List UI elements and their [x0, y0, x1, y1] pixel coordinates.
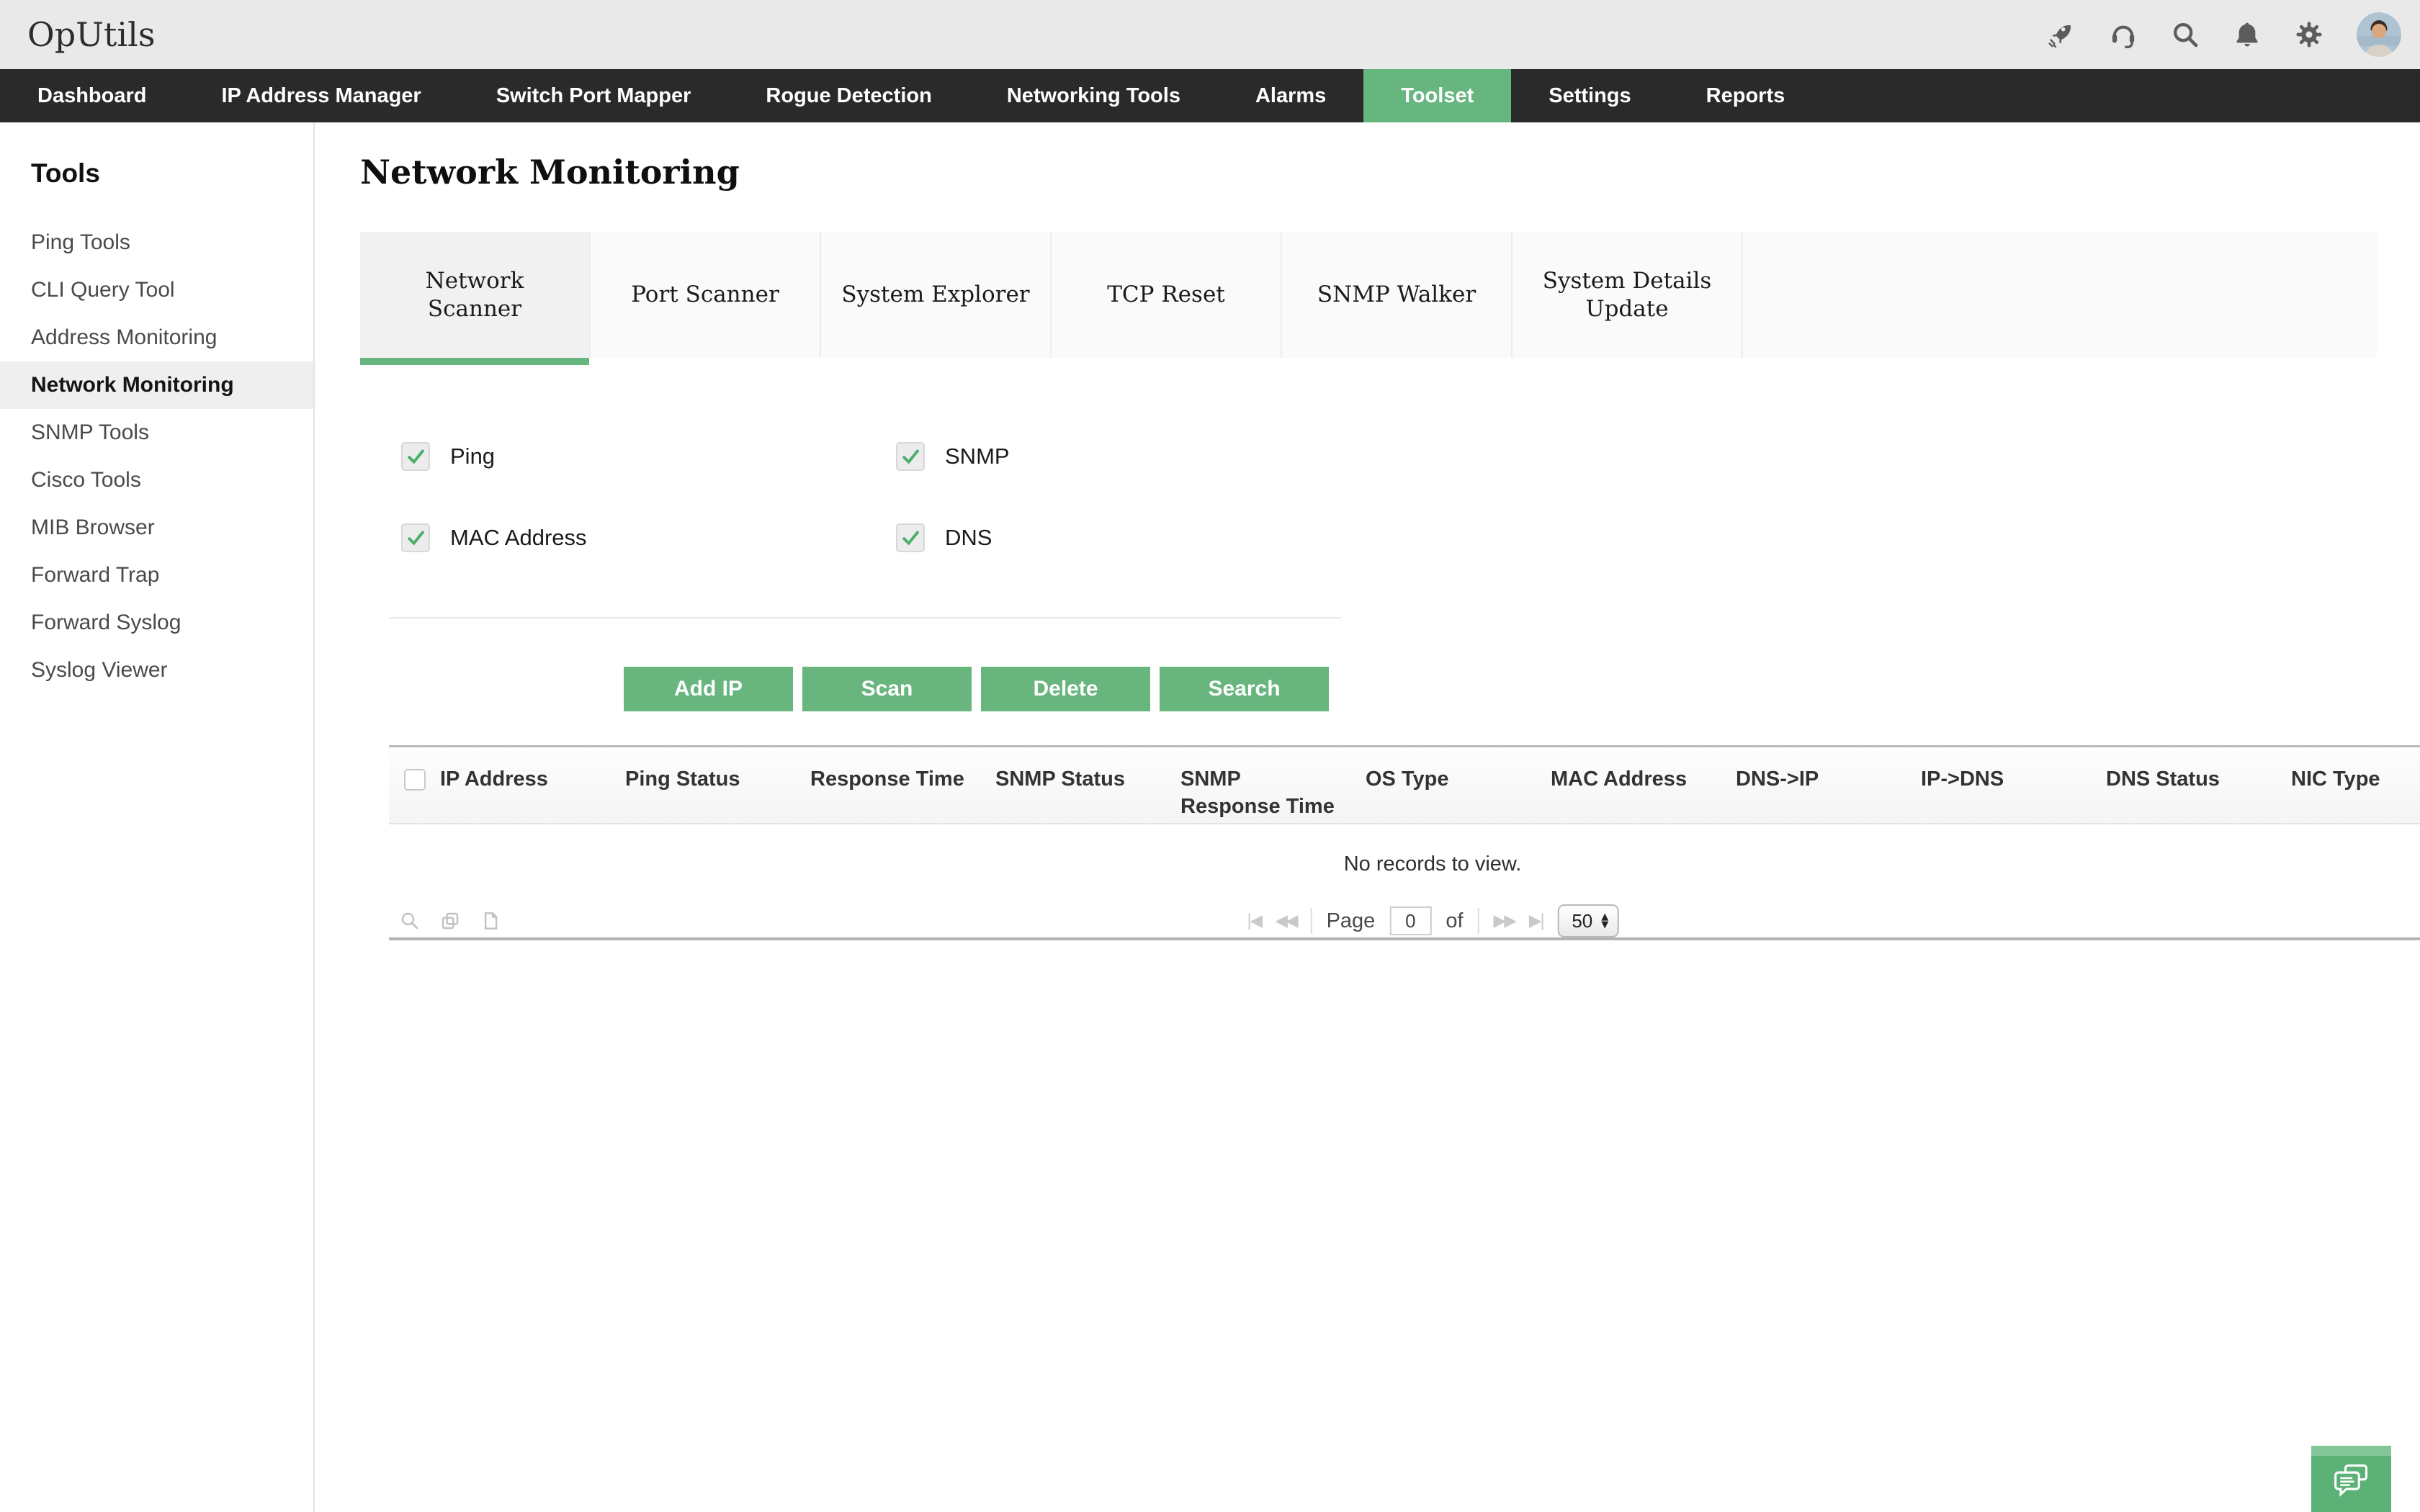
mac-address-checkbox[interactable]	[401, 523, 430, 552]
sidebar-item-ping-tools[interactable]: Ping Tools	[31, 230, 130, 254]
snmp-checkbox[interactable]	[896, 442, 925, 471]
option-ping: Ping	[401, 442, 896, 471]
column-snmp-response-time[interactable]: SNMP Response Time	[1180, 768, 1335, 818]
column-dns-to-ip[interactable]: DNS->IP	[1736, 768, 1819, 791]
nav-item-reports[interactable]: Reports	[1706, 84, 1785, 107]
option-snmp: SNMP	[896, 442, 1410, 471]
sidebar-item-forward-syslog[interactable]: Forward Syslog	[31, 611, 182, 634]
scan-button[interactable]: Scan	[802, 667, 972, 711]
delete-button[interactable]: Delete	[981, 667, 1150, 711]
rocket-icon[interactable]	[2047, 20, 2076, 49]
grid-export-icon[interactable]	[480, 910, 501, 932]
tab-network-scanner[interactable]: Network Scanner	[360, 232, 591, 365]
user-avatar[interactable]	[2357, 12, 2401, 57]
pager-of-label: of	[1446, 909, 1464, 932]
search-icon[interactable]	[2171, 20, 2200, 49]
dns-checkbox[interactable]	[896, 523, 925, 552]
notifications-bell-icon[interactable]	[2233, 20, 2262, 49]
column-nic-type[interactable]: NIC Type	[2291, 768, 2380, 791]
option-dns: DNS	[896, 523, 1410, 552]
ping-label: Ping	[450, 444, 496, 469]
select-all-checkbox[interactable]	[404, 769, 426, 791]
topbar-icon-group	[2047, 12, 2401, 57]
pager-page-input[interactable]	[1389, 906, 1432, 935]
grid-search-icon[interactable]	[399, 910, 421, 932]
tab-tcp-reset[interactable]: TCP Reset	[1052, 232, 1282, 358]
tab-port-scanner[interactable]: Port Scanner	[591, 232, 821, 358]
sidebar-item-syslog-viewer[interactable]: Syslog Viewer	[31, 658, 168, 682]
sidebar-item-cli-query-tool[interactable]: CLI Query Tool	[31, 278, 175, 302]
section-divider	[389, 617, 1341, 618]
tab-system-details-update[interactable]: System Details Update	[1512, 232, 1743, 358]
chat-widget-button[interactable]	[2311, 1446, 2391, 1512]
nav-item-switch-port-mapper[interactable]: Switch Port Mapper	[496, 84, 691, 107]
nav-item-alarms[interactable]: Alarms	[1255, 84, 1327, 107]
select-spinner-icon: ▲ ▼	[1601, 912, 1609, 930]
nav-item-rogue-detection[interactable]: Rogue Detection	[766, 84, 932, 107]
action-button-row: Add IP Scan Delete Search	[624, 667, 2420, 711]
column-response-time[interactable]: Response Time	[810, 768, 964, 791]
pager-last-button[interactable]: ▶|	[1528, 912, 1546, 930]
tabstrip-filler	[1743, 232, 2377, 358]
nav-item-toolset[interactable]: Toolset	[1363, 69, 1512, 122]
pager-toolbar	[389, 910, 501, 932]
chat-widget-accent	[2311, 1446, 2391, 1456]
column-os-type[interactable]: OS Type	[1366, 768, 1449, 791]
main-content: Network Monitoring Network Scanner Port …	[315, 122, 2420, 1512]
column-ping-status[interactable]: Ping Status	[625, 768, 740, 791]
tab-system-explorer[interactable]: System Explorer	[821, 232, 1052, 358]
grid-refresh-icon[interactable]	[439, 910, 461, 932]
pager-prev-button[interactable]: ◀◀	[1275, 912, 1298, 930]
nav-item-ip-address-manager[interactable]: IP Address Manager	[221, 84, 421, 107]
dns-label: DNS	[945, 525, 992, 550]
nav-item-dashboard[interactable]: Dashboard	[37, 84, 147, 107]
sidebar-item-snmp-tools[interactable]: SNMP Tools	[31, 420, 149, 444]
add-ip-button[interactable]: Add IP	[624, 667, 793, 711]
app-header: OpUtils	[0, 0, 2420, 69]
table-pager: |◀ ◀◀ Page of ▶▶ ▶| 50 ▲▼	[389, 904, 2420, 940]
column-snmp-status[interactable]: SNMP Status	[995, 768, 1125, 791]
tools-sidebar: Tools Ping Tools CLI Query Tool Address …	[0, 122, 315, 1512]
tab-snmp-walker[interactable]: SNMP Walker	[1282, 232, 1512, 358]
sidebar-item-address-monitoring[interactable]: Address Monitoring	[31, 325, 218, 349]
nav-item-settings[interactable]: Settings	[1549, 84, 1631, 107]
column-ip-address[interactable]: IP Address	[440, 768, 548, 791]
sidebar-item-cisco-tools[interactable]: Cisco Tools	[31, 468, 141, 492]
results-table: IP Address Ping Status Response Time SNM…	[389, 745, 2420, 940]
search-button[interactable]: Search	[1160, 667, 1329, 711]
option-mac-address: MAC Address	[401, 523, 896, 552]
column-mac-address[interactable]: MAC Address	[1551, 768, 1688, 791]
tool-tabstrip: Network Scanner Port Scanner System Expl…	[360, 232, 2377, 365]
column-dns-status[interactable]: DNS Status	[2106, 768, 2220, 791]
nav-item-networking-tools[interactable]: Networking Tools	[1006, 84, 1180, 107]
pager-next-button[interactable]: ▶▶	[1493, 912, 1517, 930]
sidebar-item-forward-trap[interactable]: Forward Trap	[31, 563, 160, 587]
pager-page-label: Page	[1326, 909, 1376, 932]
pager-separator	[1477, 908, 1479, 934]
page-size-value: 50	[1572, 909, 1593, 932]
pager-first-button[interactable]: |◀	[1246, 912, 1263, 930]
sidebar-item-network-monitoring[interactable]: Network Monitoring	[0, 361, 313, 409]
settings-gear-icon[interactable]	[2295, 20, 2323, 49]
table-header-row: IP Address Ping Status Response Time SNM…	[389, 745, 2420, 824]
chat-bubbles-icon	[2334, 1464, 2367, 1497]
sidebar-item-mib-browser[interactable]: MIB Browser	[31, 516, 155, 539]
ping-checkbox[interactable]	[401, 442, 430, 471]
sidebar-title: Tools	[31, 158, 100, 188]
snmp-label: SNMP	[945, 444, 1010, 469]
pager-controls: |◀ ◀◀ Page of ▶▶ ▶| 50 ▲▼	[1247, 904, 1619, 937]
support-headset-icon[interactable]	[2109, 20, 2138, 49]
page-title: Network Monitoring	[360, 153, 740, 192]
empty-state-text: No records to view.	[1343, 852, 1522, 876]
app-logo[interactable]: OpUtils	[27, 15, 156, 54]
column-ip-to-dns[interactable]: IP->DNS	[1921, 768, 2004, 791]
pager-separator	[1310, 908, 1312, 934]
scan-options: Ping SNMP MAC Address DNS	[401, 442, 1410, 552]
main-nav: Dashboard IP Address Manager Switch Port…	[0, 69, 2420, 122]
page-size-select[interactable]: 50 ▲ ▼	[1557, 904, 1619, 937]
mac-address-label: MAC Address	[450, 525, 587, 550]
